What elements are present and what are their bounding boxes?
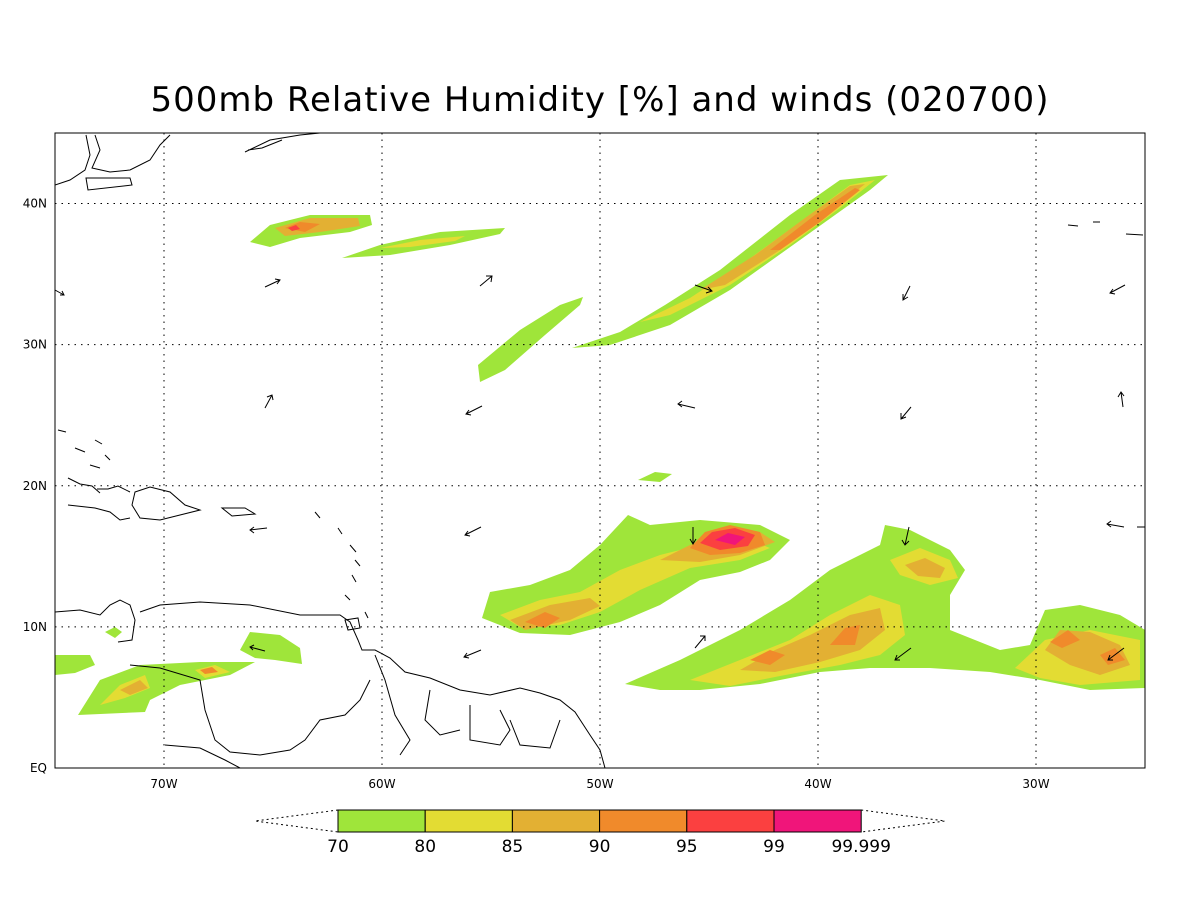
lat-tick-label: 20N: [23, 479, 47, 493]
humidity-area: [830, 625, 860, 645]
wind-arrow: [900, 406, 912, 420]
colorbar-level-label: 80: [414, 837, 436, 857]
wind-arrow: [249, 644, 266, 652]
wind-arrow: [1117, 391, 1125, 408]
colorbar-left-extension: [254, 809, 339, 833]
coastline-bahamas: [57, 429, 111, 469]
humidity-area: [288, 225, 300, 231]
coastline-puerto-rico: [220, 507, 257, 517]
colorbar: 70 80 85 90 95 99 99.999: [254, 809, 946, 857]
wind-arrow: [264, 394, 274, 409]
colorbar-right-extension: [861, 809, 946, 833]
wind-arrow: [694, 635, 706, 649]
lon-tick-label: 60W: [368, 777, 395, 791]
lat-tick-label: 40N: [23, 197, 47, 211]
wind-arrow: [463, 649, 482, 659]
humidity-area: [750, 650, 785, 665]
colorbar-level-label: 99: [763, 837, 785, 857]
humidity-area: [905, 558, 945, 578]
coastlines: [55, 133, 1144, 768]
colorbar-level-label: 99.999: [831, 837, 890, 857]
humidity-area: [380, 236, 465, 248]
wind-arrow: [249, 526, 268, 534]
wind-arrow: [694, 284, 713, 294]
wind-arrow: [465, 405, 483, 416]
wind-arrow: [677, 400, 696, 409]
coastline-islands-azores: [1067, 221, 1144, 236]
colorbar-level-label: 70: [327, 837, 349, 857]
wind-arrows: [54, 275, 1145, 661]
border-suriname: [469, 705, 561, 749]
lat-tick-label: 10N: [23, 620, 47, 634]
humidity-area: [770, 188, 860, 250]
coastline-hispaniola: [131, 486, 202, 521]
wind-arrow: [1106, 520, 1125, 528]
wind-arrow: [689, 527, 697, 545]
humidity-area: [525, 612, 560, 628]
border-venezuela: [129, 664, 371, 756]
lat-tick-label: EQ: [30, 761, 47, 775]
humidity-area: [200, 667, 218, 674]
humidity-area: [715, 533, 745, 545]
lon-tick-label: 70W: [150, 777, 177, 791]
humidity-area: [240, 632, 302, 664]
wind-arrow: [894, 647, 912, 661]
humidity-area: [120, 680, 148, 695]
coastline-south-america: [55, 599, 606, 768]
humidity-area: [478, 297, 583, 382]
lon-tick-label: 40W: [804, 777, 831, 791]
coastline-trinidad: [344, 617, 361, 631]
wind-arrow: [464, 526, 482, 537]
colorbar-swatch: [511, 809, 601, 833]
colorbar-level-label: 95: [676, 837, 698, 857]
border-colombia: [164, 744, 241, 768]
map-title: 500mb Relative Humidity [%] and winds (0…: [150, 80, 1050, 120]
colorbar-level-label: 85: [502, 837, 524, 857]
border-guyana: [374, 654, 461, 756]
map-frame: [54, 132, 1146, 769]
colorbar-swatch: [773, 809, 862, 833]
wind-arrow: [264, 278, 281, 288]
colorbar-swatch: [424, 809, 513, 833]
colorbar-level-label: 90: [589, 837, 611, 857]
colorbar-swatch: [686, 809, 775, 833]
coastline-nova-scotia: [244, 133, 321, 153]
humidity-area: [105, 627, 122, 638]
wind-arrow: [901, 526, 910, 546]
colorbar-swatch: [599, 809, 688, 833]
axis-labels: 70W 60W 50W 40W 30W EQ 10N 20N 30N 40N: [23, 197, 1050, 791]
coastline-cuba: [67, 477, 131, 521]
humidity-fields: [55, 175, 1145, 715]
lat-tick-label: 30N: [23, 338, 47, 352]
wind-arrow: [1107, 647, 1125, 661]
humidity-area: [55, 655, 95, 675]
lon-tick-label: 50W: [586, 777, 613, 791]
humidity-area: [1050, 630, 1080, 648]
humidity-area: [638, 472, 672, 482]
coastline-lesser-antilles: [314, 511, 369, 619]
border-us-canada: [85, 177, 133, 191]
wind-arrow: [479, 275, 493, 287]
coastline-north-america: [55, 134, 171, 186]
humidity-area: [275, 218, 360, 236]
wind-arrow: [54, 289, 65, 296]
lon-tick-label: 30W: [1022, 777, 1049, 791]
wind-arrow: [1109, 284, 1126, 295]
wind-arrow: [902, 285, 911, 301]
colorbar-swatch: [337, 809, 426, 833]
